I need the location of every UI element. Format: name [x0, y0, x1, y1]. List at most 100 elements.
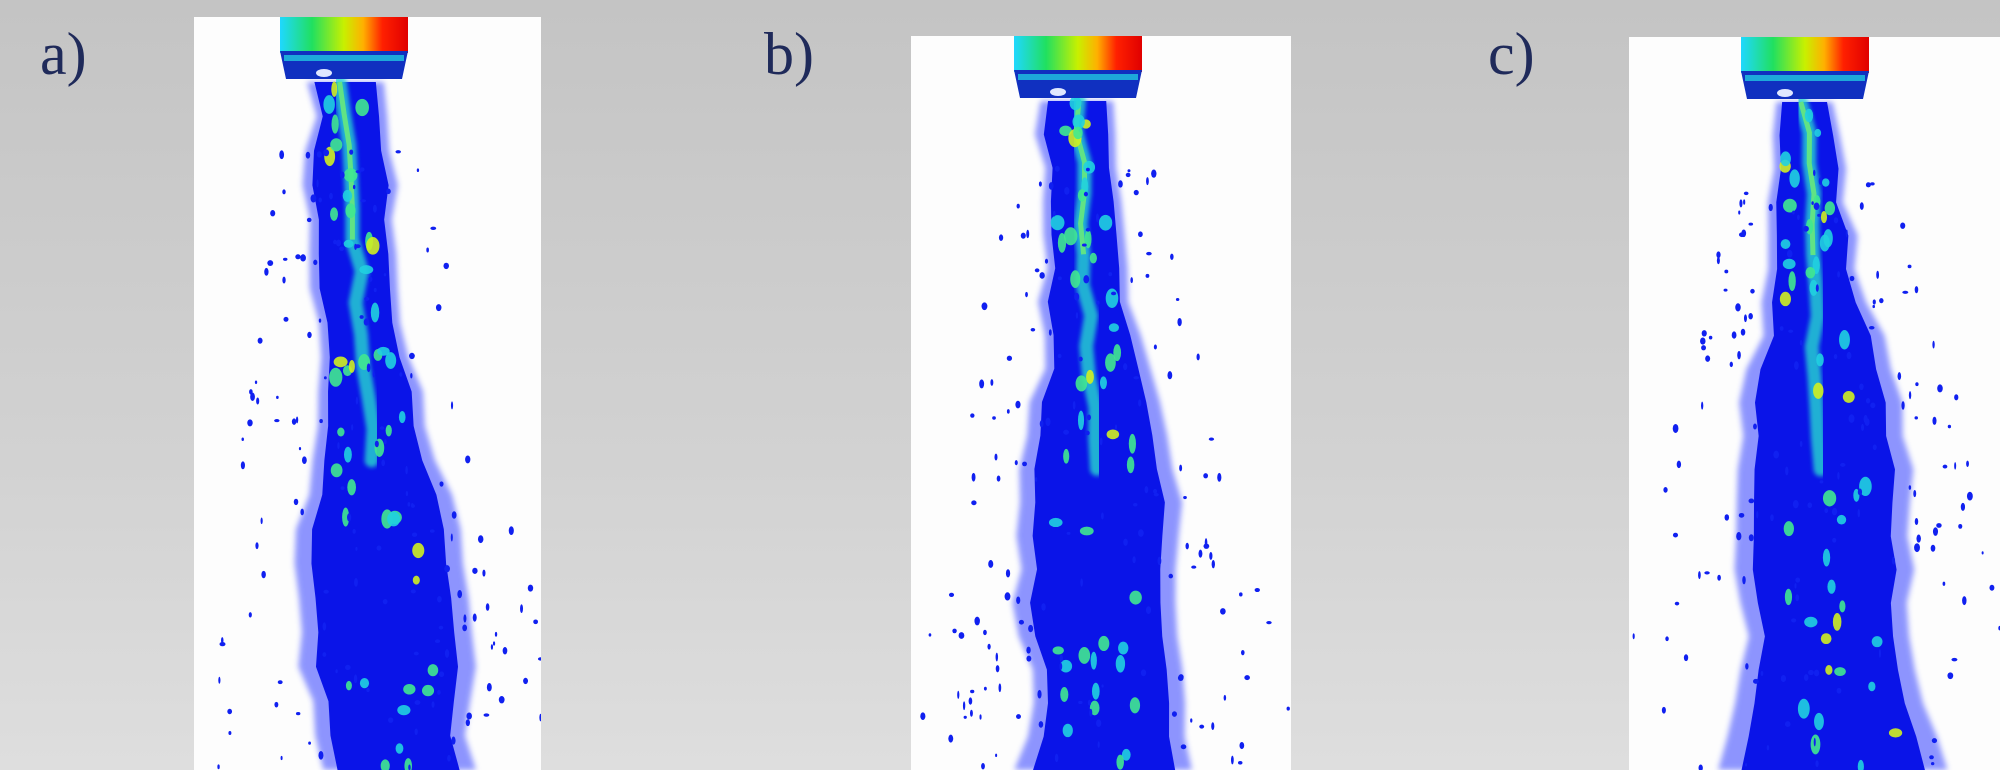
- droplet: [1063, 448, 1070, 464]
- speckle: [1799, 440, 1803, 448]
- speckle: [1876, 270, 1880, 279]
- droplet: [1816, 353, 1824, 367]
- droplet: [1121, 748, 1131, 761]
- speckle: [1039, 272, 1045, 279]
- speckle: [1244, 675, 1250, 681]
- droplet: [1780, 151, 1791, 167]
- nozzle-orifice: [316, 69, 332, 77]
- droplet: [1804, 616, 1818, 628]
- speckle: [995, 665, 1000, 673]
- speckle: [248, 612, 252, 618]
- speckle: [1748, 534, 1754, 542]
- speckle: [339, 246, 345, 252]
- speckle: [359, 167, 365, 172]
- speckle: [1191, 565, 1197, 569]
- droplet: [1836, 514, 1847, 525]
- speckle: [979, 379, 985, 389]
- speckle: [352, 184, 356, 190]
- nozzle-orifice: [1050, 88, 1066, 96]
- speckle: [1038, 721, 1044, 728]
- speckle: [1735, 303, 1741, 312]
- speckle: [1913, 489, 1917, 498]
- speckle: [1203, 473, 1209, 479]
- speckle: [1738, 210, 1741, 215]
- speckle: [355, 396, 359, 405]
- speckle: [1724, 514, 1730, 521]
- panels: a) b) c): [40, 17, 2000, 770]
- speckle: [439, 481, 444, 487]
- droplet: [1063, 227, 1078, 246]
- speckle: [1780, 674, 1787, 683]
- speckle: [1960, 502, 1966, 511]
- speckle: [1900, 222, 1906, 229]
- speckle: [1209, 551, 1213, 560]
- speckle: [1612, 746, 1616, 754]
- speckle: [383, 273, 387, 277]
- droplet: [1842, 390, 1855, 403]
- speckle: [1745, 663, 1749, 670]
- speckle: [1833, 217, 1839, 224]
- speckle: [335, 239, 342, 247]
- speckle: [382, 598, 388, 605]
- droplet: [342, 507, 350, 527]
- droplet: [1072, 114, 1085, 129]
- speckle: [1016, 714, 1021, 719]
- droplet: [1077, 410, 1085, 431]
- speckle: [1743, 314, 1747, 323]
- droplet: [1089, 252, 1097, 264]
- droplet: [370, 302, 380, 323]
- speckle: [1872, 299, 1876, 305]
- speckle: [1034, 477, 1038, 482]
- speckle: [274, 701, 279, 708]
- speckle: [1930, 544, 1936, 552]
- speckle: [335, 669, 338, 674]
- droplet: [1089, 700, 1100, 716]
- speckle: [1167, 371, 1173, 380]
- droplet: [1098, 214, 1113, 231]
- speckle: [1845, 229, 1848, 238]
- speckle: [1241, 649, 1245, 656]
- speckle: [962, 701, 966, 711]
- speckle: [1127, 169, 1131, 173]
- speckle: [1937, 384, 1943, 393]
- speckle: [1878, 648, 1881, 658]
- speckle: [1796, 214, 1800, 220]
- speckle: [971, 500, 977, 506]
- speckle: [257, 337, 263, 344]
- speckle: [291, 418, 297, 425]
- speckle: [477, 535, 484, 544]
- speckle: [1724, 269, 1729, 274]
- droplet: [348, 359, 355, 373]
- speckle: [435, 304, 442, 312]
- speckle: [307, 331, 312, 339]
- speckle: [300, 254, 306, 262]
- speckle: [1672, 423, 1679, 433]
- droplet: [1827, 579, 1836, 594]
- nozzle-top: [1014, 36, 1142, 72]
- speckle: [1792, 499, 1799, 509]
- speckle: [1059, 662, 1063, 671]
- speckle: [994, 453, 998, 461]
- droplet: [1128, 433, 1136, 454]
- droplet: [1106, 429, 1120, 440]
- speckle: [250, 392, 255, 401]
- speckle: [1779, 326, 1784, 331]
- speckle: [240, 461, 245, 470]
- droplet: [1839, 600, 1846, 613]
- speckle: [429, 529, 435, 533]
- speckle: [1179, 464, 1183, 472]
- speckle: [318, 318, 322, 323]
- speckle: [282, 257, 288, 261]
- speckle: [1738, 512, 1745, 518]
- speckle: [280, 755, 283, 761]
- speckle: [1738, 232, 1745, 238]
- droplet: [1084, 229, 1092, 249]
- speckle: [221, 637, 224, 644]
- droplet: [1090, 651, 1097, 670]
- speckle: [318, 751, 324, 760]
- speckle: [1930, 761, 1935, 766]
- speckle: [1813, 737, 1816, 747]
- speckle: [1185, 542, 1189, 550]
- speckle: [1742, 575, 1746, 585]
- droplet: [1784, 588, 1793, 606]
